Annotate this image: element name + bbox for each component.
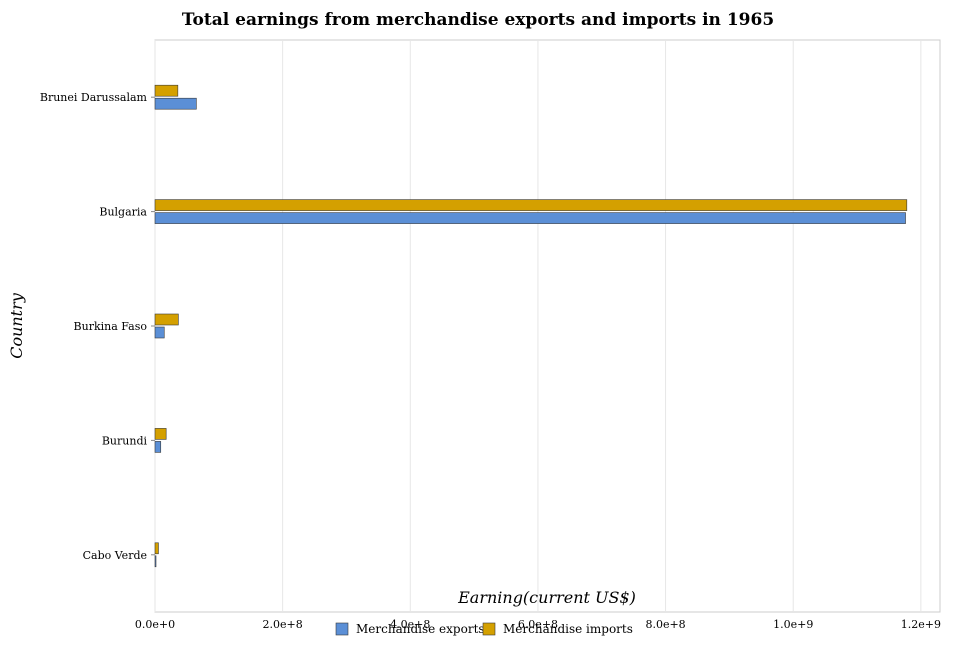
bar-imports-cabo-verde — [154, 542, 159, 555]
bar-imports-burundi — [154, 428, 167, 440]
legend-label-imports: Merchandise imports — [503, 622, 633, 636]
x-tick-label: 0.0e+0 — [135, 618, 175, 631]
y-tick-label: Burundi — [102, 434, 148, 447]
y-tick-label: Cabo Verde — [83, 549, 147, 562]
gridlines — [154, 40, 922, 612]
y-tick-label: Bulgaria — [99, 206, 147, 219]
legend-swatch-exports — [335, 622, 349, 636]
bar-exports-burundi — [154, 441, 162, 453]
legend-swatch-imports — [482, 622, 496, 636]
y-axis-label: Country — [7, 292, 26, 359]
x-tick-label: 1.0e+9 — [773, 618, 813, 631]
bar-exports-brunei-darussalam — [154, 97, 197, 110]
bar-exports-burkina-faso — [154, 326, 165, 339]
bar-exports-bulgaria — [154, 212, 906, 224]
chart-title: Total earnings from merchandise exports … — [182, 10, 774, 30]
bar-exports-cabo-verde — [154, 555, 157, 568]
y-tick-labels: Brunei Darussalam Bulgaria Burkina Faso Bur… — [40, 91, 155, 562]
x-tick-label: 2.0e+8 — [263, 618, 303, 631]
x-tick-label: 1.2e+9 — [901, 618, 941, 631]
y-tick-label: Brunei Darussalam — [40, 91, 148, 104]
legend: Merchandise exports Merchandise imports — [335, 622, 633, 636]
bars — [154, 84, 908, 568]
x-axis-label: Earning(current US$) — [457, 588, 636, 607]
bar-imports-bulgaria — [154, 199, 908, 211]
x-tick-labels: 0.0e+0 2.0e+8 4.0e+8 6.0e+8 8.0e+8 1.0e+9 1.2e… — [135, 618, 941, 631]
x-tick-label: 6.0e+8 — [518, 618, 558, 631]
x-tick-label: 4.0e+8 — [390, 618, 430, 631]
x-tick-label: 8.0e+8 — [645, 618, 685, 631]
bar-imports-burkina-faso — [154, 313, 179, 326]
y-tick-label: Burkina Faso — [74, 320, 148, 333]
plot-area — [154, 39, 941, 613]
bar-imports-brunei-darussalam — [154, 84, 179, 97]
legend-label-exports: Merchandise exports — [356, 622, 485, 636]
